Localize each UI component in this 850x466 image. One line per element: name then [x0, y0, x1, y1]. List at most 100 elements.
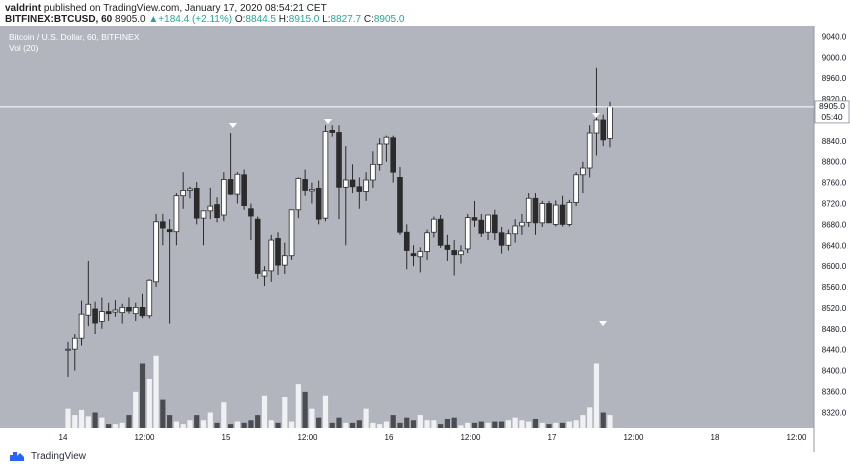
candle-body[interactable] — [309, 189, 315, 192]
candle-body[interactable] — [437, 218, 444, 246]
candle-body[interactable] — [607, 106, 613, 139]
candle-body[interactable] — [431, 218, 437, 233]
candle-body[interactable] — [85, 303, 92, 316]
low-value: 8827.7 — [330, 14, 362, 25]
candle-body[interactable] — [173, 195, 180, 233]
candle-body[interactable] — [241, 174, 247, 206]
candle-body[interactable] — [349, 179, 356, 188]
candle-body[interactable] — [92, 308, 98, 324]
candle-body[interactable] — [329, 130, 336, 133]
candle-body[interactable] — [586, 132, 593, 169]
candle-body[interactable] — [417, 251, 424, 258]
candle-body[interactable] — [573, 174, 579, 203]
candle-body[interactable] — [180, 190, 186, 197]
candle-body[interactable] — [464, 217, 471, 250]
candle-body[interactable] — [451, 250, 457, 256]
candle-body[interactable] — [485, 214, 491, 233]
candle-body[interactable] — [214, 204, 220, 219]
volume-bar — [322, 395, 329, 428]
candle-body[interactable] — [261, 270, 268, 277]
candle-body[interactable] — [532, 197, 539, 224]
candle-body[interactable] — [397, 177, 403, 233]
price-axis[interactable] — [814, 26, 850, 428]
candle-body[interactable] — [112, 309, 119, 313]
candle-body[interactable] — [248, 208, 254, 217]
y-tick-label: 9000.0 — [822, 53, 847, 62]
candle-body[interactable] — [546, 203, 552, 224]
candle-body[interactable] — [281, 255, 288, 266]
candle-body[interactable] — [342, 179, 349, 188]
candle-body[interactable] — [525, 197, 532, 223]
candle-body[interactable] — [126, 306, 132, 312]
candle-body[interactable] — [383, 136, 390, 145]
candle-body[interactable] — [146, 279, 153, 317]
time-axis[interactable] — [0, 428, 850, 452]
candle-body[interactable] — [458, 250, 464, 256]
candle-body[interactable] — [403, 231, 410, 251]
candle-body[interactable] — [471, 217, 478, 221]
low-label: L: — [322, 14, 331, 25]
candle-body[interactable] — [444, 244, 451, 250]
candle-body[interactable] — [193, 187, 200, 219]
candle-body[interactable] — [119, 306, 126, 314]
candle-body[interactable] — [139, 306, 146, 317]
candle-body[interactable] — [363, 179, 369, 192]
candle-body[interactable] — [559, 204, 566, 225]
badge-price: 8905.0 — [819, 101, 845, 111]
candle-body[interactable] — [336, 132, 342, 188]
volume-bar — [424, 420, 430, 428]
candle-body[interactable] — [505, 233, 512, 246]
candle-body[interactable] — [519, 221, 525, 227]
candle-body[interactable] — [187, 188, 193, 191]
symbol-name[interactable]: BITFINEX:BTCUSD, 60 — [5, 14, 113, 25]
badge-countdown: 05:40 — [821, 112, 843, 122]
candle-body[interactable] — [553, 204, 559, 225]
author-name[interactable]: valdrint — [5, 3, 42, 14]
candle-body[interactable] — [376, 143, 383, 165]
candle-body[interactable] — [322, 131, 329, 219]
candle-body[interactable] — [498, 232, 505, 246]
candle-body[interactable] — [539, 203, 546, 224]
candle-body[interactable] — [275, 238, 281, 266]
candle-body[interactable] — [512, 225, 518, 235]
candle-body[interactable] — [492, 214, 498, 234]
x-tick-label: 12:00 — [623, 433, 644, 442]
candle-body[interactable] — [160, 221, 166, 229]
candle-body[interactable] — [200, 210, 207, 219]
candle-body[interactable] — [356, 186, 363, 192]
candle-body[interactable] — [390, 137, 396, 173]
candle-body[interactable] — [370, 163, 376, 181]
candle-body[interactable] — [71, 337, 78, 350]
candle-body[interactable] — [153, 221, 159, 283]
candle-body[interactable] — [295, 178, 302, 211]
candle-body[interactable] — [234, 173, 241, 195]
candle-body[interactable] — [600, 119, 607, 141]
volume-bar — [112, 424, 119, 428]
candle-body[interactable] — [99, 311, 105, 322]
candle-body[interactable] — [132, 306, 139, 315]
candle-body[interactable] — [268, 239, 275, 272]
candle-body[interactable] — [227, 179, 234, 195]
price-chart[interactable]: Bitcoin / U.S. Dollar, 60, BITFINEX Vol … — [0, 26, 850, 452]
candle-body[interactable] — [221, 179, 227, 216]
candle-body[interactable] — [166, 229, 173, 233]
price-change: +184.4 (+2.11%) — [158, 14, 233, 25]
candle-body[interactable] — [207, 205, 214, 212]
candle-body[interactable] — [315, 187, 322, 220]
candle-body[interactable] — [410, 253, 417, 257]
candle-body[interactable] — [580, 167, 586, 176]
candle-body[interactable] — [593, 119, 600, 134]
volume-bar — [228, 424, 234, 428]
tradingview-watermark[interactable]: TradingView — [8, 450, 86, 462]
volume-bar — [194, 415, 200, 428]
candle-body[interactable] — [65, 348, 71, 351]
candle-body[interactable] — [78, 313, 85, 339]
candle-body[interactable] — [288, 209, 295, 257]
pivot-markers — [229, 113, 607, 326]
candle-body[interactable] — [105, 311, 112, 315]
candle-body[interactable] — [302, 179, 308, 191]
candle-body[interactable] — [566, 202, 573, 225]
candle-body[interactable] — [254, 218, 261, 274]
candle-body[interactable] — [424, 232, 430, 252]
candle-body[interactable] — [478, 219, 485, 234]
